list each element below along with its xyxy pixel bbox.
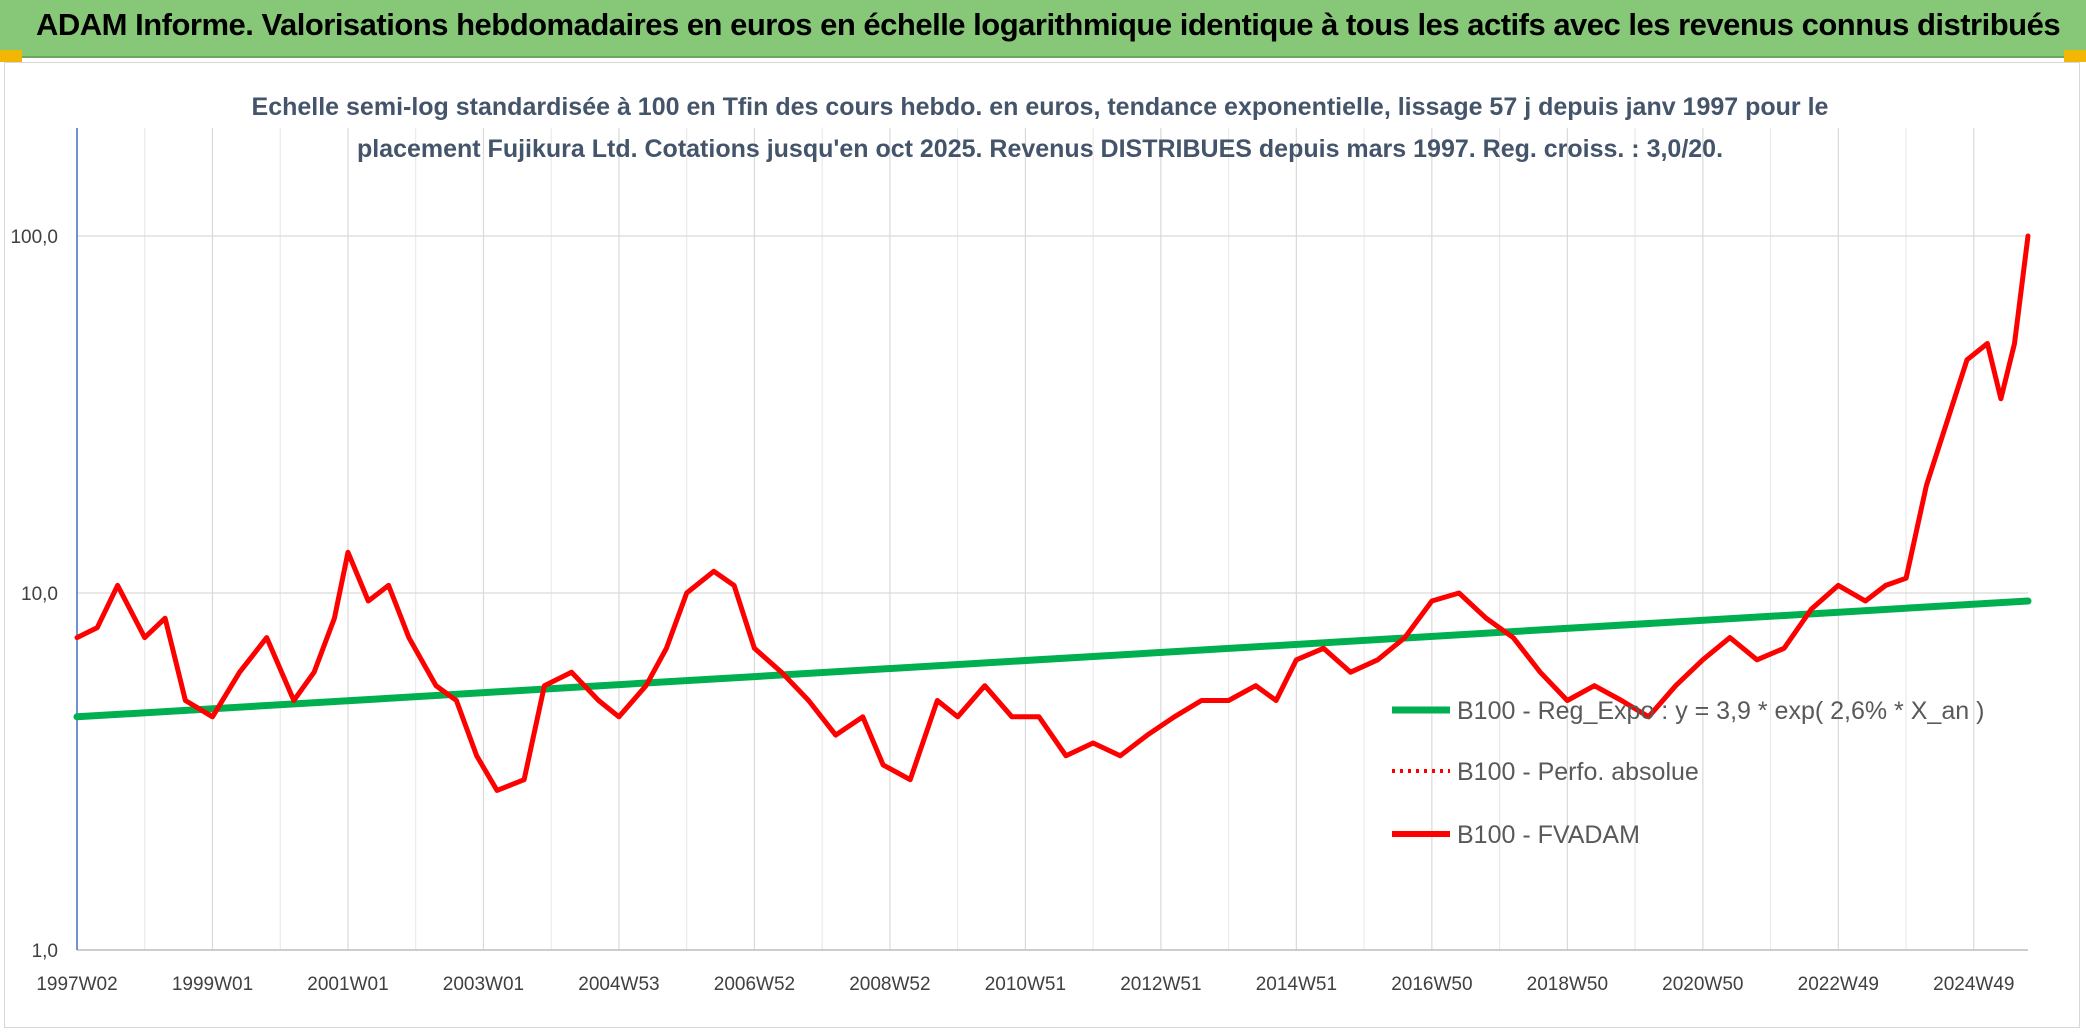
x-tick-label: 2016W50 [1391, 974, 1472, 995]
series-line-0 [73, 597, 2032, 721]
series-line-2 [74, 233, 2031, 793]
x-tick-label: 2020W50 [1662, 974, 1743, 995]
x-tick-label: 2018W50 [1527, 974, 1608, 995]
x-tick-label: 2022W49 [1798, 974, 1879, 995]
x-tick-label: 2004W53 [578, 974, 659, 995]
chart-frame [4, 62, 2080, 1028]
header-bar: ADAM Informe. Valorisations hebdomadaire… [0, 0, 2086, 58]
x-tick-label: 2003W01 [443, 974, 524, 995]
legend-label-fvadam: B100 - FVADAM [1457, 821, 1640, 849]
header-title: ADAM Informe. Valorisations hebdomadaire… [36, 7, 2061, 42]
legend-label-reg-expo: B100 - Reg_Expo : y = 3,9 * exp( 2,6% * … [1457, 697, 1984, 725]
subtitle-line-1: Echelle semi-log standardisée à 100 en T… [252, 93, 1829, 121]
corner-marker-top-left [0, 50, 22, 62]
legend-label-perfo-absolue: B100 - Perfo. absolue [1457, 758, 1699, 786]
y-tick-label: 1,0 [32, 941, 58, 962]
series-layer [73, 233, 2032, 793]
chart-subtitle: Echelle semi-log standardisée à 100 en T… [252, 93, 1829, 163]
subtitle-line-2: placement Fujikura Ltd. Cotations jusqu'… [357, 135, 1723, 163]
grid-layer [76, 128, 2028, 951]
x-tick-label: 2012W51 [1120, 974, 1201, 995]
x-tick-label: 2010W51 [985, 974, 1066, 995]
x-tick-label: 2006W52 [714, 974, 795, 995]
x-tick-label: 1999W01 [172, 974, 253, 995]
x-tick-label: 2001W01 [307, 974, 388, 995]
ticks-layer: 1997W02 1999W01 2001W01 2003W01 2004W53 2006W… [10, 227, 2014, 995]
legend: B100 - Reg_Expo : y = 3,9 * exp( 2,6% * … [1392, 697, 1984, 849]
y-tick-label: 100,0 [10, 227, 58, 248]
x-tick-label: 2014W51 [1256, 974, 1337, 995]
x-tick-label: 2008W52 [849, 974, 930, 995]
x-tick-label: 2024W49 [1933, 974, 2014, 995]
corner-marker-top-right [2064, 50, 2086, 62]
y-tick-label: 10,0 [21, 584, 58, 605]
x-tick-label: 1997W02 [36, 974, 117, 995]
